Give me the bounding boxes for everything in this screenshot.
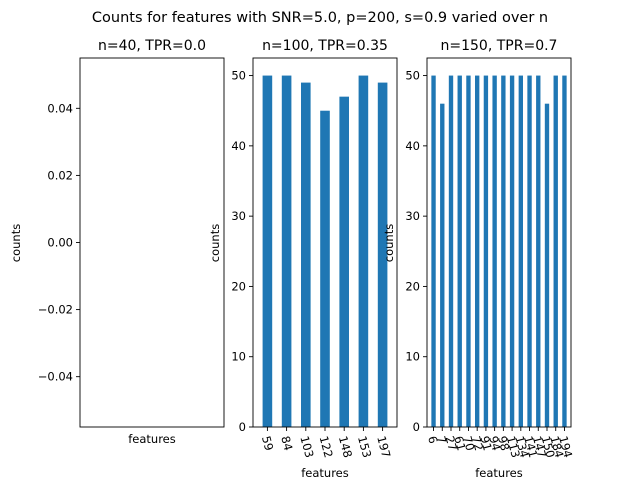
bar-150 <box>544 103 550 427</box>
x-tick-label: 72 <box>469 434 486 452</box>
bar-27 <box>448 75 454 428</box>
subplot-title: n=40, TPR=0.0 <box>98 38 206 54</box>
bar-147 <box>536 75 541 428</box>
y-tick-label: 40 <box>405 139 420 153</box>
bar-194 <box>562 75 567 428</box>
y-tick-label: 50 <box>405 69 420 83</box>
bar-141 <box>527 75 532 428</box>
subplot-3: n=150, TPR=0.767276170729194981131341411… <box>382 38 575 480</box>
bar-98 <box>501 75 506 428</box>
bar-84 <box>281 75 292 428</box>
y-axis-label: counts <box>9 224 23 262</box>
subplot-2: n=100, TPR=0.35 59 84 103 122 148 153 197 0 10 20 3… <box>208 38 398 480</box>
x-tick-label: 84 <box>278 434 295 452</box>
axes-frame <box>426 57 572 428</box>
y-axis-label: counts <box>208 224 222 262</box>
y-tick-label: 0.02 <box>47 168 73 182</box>
x-tick-label: 91 <box>478 434 495 452</box>
x-axis-label: features <box>475 466 523 480</box>
bar-122 <box>320 110 330 427</box>
y-tick-label: −0.04 <box>38 370 73 384</box>
y-tick-label: 40 <box>231 139 246 153</box>
bar-148 <box>339 96 349 428</box>
x-tick-label: 113 <box>504 434 523 459</box>
x-tick-label: 150 <box>539 434 558 459</box>
x-tick-label: 27 <box>443 434 460 452</box>
subplot-1: n=40, TPR=0.0 −0.04 −0.02 0.00 0.02 0.04 featu… <box>9 38 225 446</box>
x-tick-label: 6 <box>425 434 440 445</box>
bar-70 <box>466 75 471 428</box>
x-axis-label: features <box>128 432 176 446</box>
x-tick-label: 134 <box>512 434 531 459</box>
x-tick-label: 103 <box>297 434 316 459</box>
y-tick-label: 50 <box>231 69 246 83</box>
x-tick-label: 59 <box>259 434 276 452</box>
y-tick-label: 30 <box>231 209 246 223</box>
x-tick-label: 7 <box>434 434 449 445</box>
y-tick-label: −0.02 <box>38 303 73 317</box>
x-tick-label: 70 <box>460 434 477 452</box>
subplot-title: n=100, TPR=0.35 <box>262 38 388 54</box>
bar-153 <box>358 75 369 428</box>
bar-7 <box>440 103 445 427</box>
axes-frame <box>252 57 398 428</box>
subplots: n=40, TPR=0.0 −0.04 −0.02 0.00 0.02 0.04 featu… <box>9 38 575 480</box>
x-tick-label: 148 <box>336 434 355 459</box>
bar-72 <box>475 75 480 428</box>
y-tick-label: 10 <box>405 350 420 364</box>
x-tick-label: 141 <box>521 434 540 459</box>
x-axis-label: features <box>301 466 349 480</box>
figure-suptitle: Counts for features with SNR=5.0, p=200,… <box>92 10 548 26</box>
y-tick-label: 20 <box>405 279 420 293</box>
y-tick-label: 10 <box>231 350 246 364</box>
bar-103 <box>301 82 311 427</box>
bar-61 <box>457 75 462 428</box>
y-tick-label: 0 <box>239 420 246 434</box>
y-tick-label: 30 <box>405 209 420 223</box>
bar-113 <box>509 75 515 428</box>
bar-94 <box>492 75 497 428</box>
subplot-title: n=150, TPR=0.7 <box>441 38 558 54</box>
y-tick-label: 0 <box>413 420 420 434</box>
bar-91 <box>483 75 489 428</box>
x-tick-label: 61 <box>451 434 468 452</box>
y-tick-label: 0.04 <box>47 101 73 115</box>
x-tick-label: 122 <box>317 434 336 459</box>
x-tick-label: 147 <box>530 434 549 459</box>
x-tick-label: 153 <box>355 434 374 459</box>
bar-184 <box>553 75 558 428</box>
y-tick-label: 20 <box>231 279 246 293</box>
bar-197 <box>377 82 388 427</box>
bar-134 <box>518 75 523 428</box>
x-tick-label: 98 <box>495 434 512 452</box>
y-axis-label: counts <box>382 224 396 262</box>
axes-frame <box>79 57 225 428</box>
bar-6 <box>431 75 436 428</box>
bar-59 <box>262 75 273 428</box>
x-tick-label: 194 <box>556 434 575 459</box>
y-tick-label: 0.00 <box>47 236 73 250</box>
x-tick-label: 184 <box>547 434 566 459</box>
x-tick-label: 197 <box>374 434 393 459</box>
x-tick-label: 94 <box>486 434 503 452</box>
